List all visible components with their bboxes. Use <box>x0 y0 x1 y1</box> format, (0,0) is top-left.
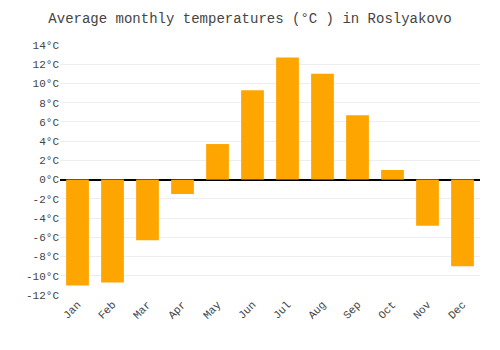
svg-text:-12°C: -12°C <box>26 290 59 302</box>
svg-text:4°C: 4°C <box>39 136 59 148</box>
svg-text:Jul: Jul <box>271 299 293 321</box>
svg-text:Average monthly temperatures (: Average monthly temperatures (°C ) in Ro… <box>48 11 451 27</box>
svg-text:Aug: Aug <box>306 299 328 321</box>
svg-text:-4°C: -4°C <box>33 213 60 225</box>
svg-text:May: May <box>201 299 224 322</box>
svg-text:12°C: 12°C <box>33 59 60 71</box>
svg-text:8°C: 8°C <box>39 98 59 110</box>
svg-text:-8°C: -8°C <box>33 251 60 263</box>
svg-text:Oct: Oct <box>376 299 398 321</box>
svg-text:0°C: 0°C <box>39 174 59 186</box>
svg-text:2°C: 2°C <box>39 155 59 167</box>
svg-text:Apr: Apr <box>166 299 188 321</box>
svg-text:Jun: Jun <box>236 299 258 321</box>
svg-text:Jan: Jan <box>61 299 83 321</box>
svg-text:10°C: 10°C <box>33 78 60 90</box>
svg-text:-6°C: -6°C <box>33 232 60 244</box>
svg-text:Nov: Nov <box>411 299 434 322</box>
svg-text:6°C: 6°C <box>39 117 59 129</box>
svg-text:14°C: 14°C <box>33 40 60 52</box>
svg-text:Sep: Sep <box>341 299 363 321</box>
svg-text:Feb: Feb <box>96 299 118 321</box>
svg-text:Dec: Dec <box>446 299 468 321</box>
svg-text:-2°C: -2°C <box>33 194 60 206</box>
svg-text:Mar: Mar <box>131 299 153 321</box>
svg-text:-10°C: -10°C <box>26 271 59 283</box>
